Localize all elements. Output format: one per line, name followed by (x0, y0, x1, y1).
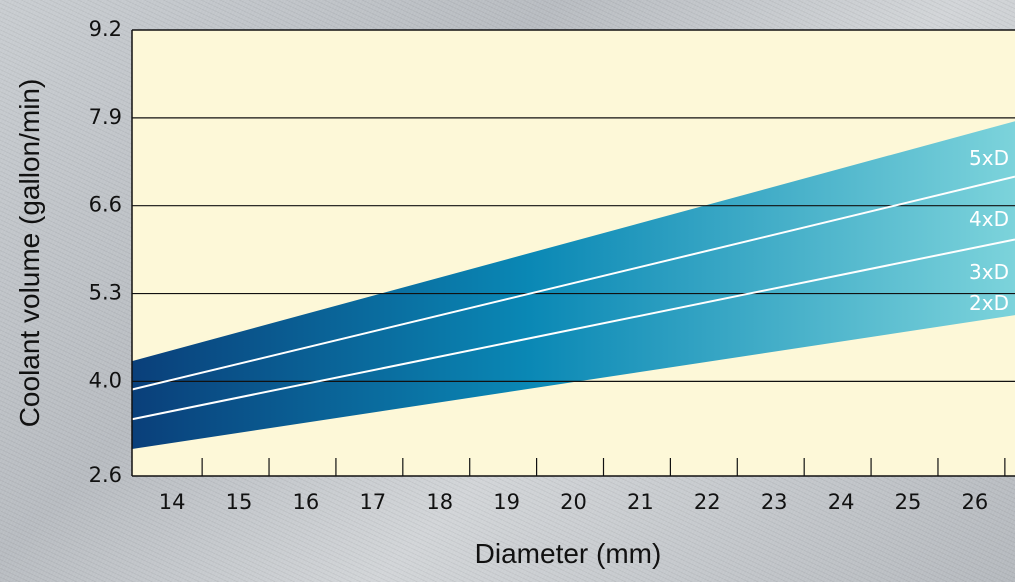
y-tick-label: 4.0 (89, 368, 122, 392)
y-axis-title: Coolant volume (gallon/min) (14, 79, 45, 428)
y-tick-label: 2.6 (89, 463, 122, 487)
x-tick-label: 14 (159, 490, 186, 514)
series-line (131, 175, 1015, 391)
x-tick-label: 15 (226, 490, 253, 514)
x-axis-title: Diameter (mm) (475, 538, 662, 569)
series-label: 2xD (969, 291, 1009, 315)
series-line (131, 238, 1015, 421)
x-tick-label: 22 (694, 490, 721, 514)
y-tick-label: 9.2 (89, 17, 122, 41)
series-label: 3xD (969, 260, 1009, 284)
x-tick-label: 16 (293, 490, 320, 514)
y-tick-label: 7.9 (89, 105, 122, 129)
x-tick-label: 19 (493, 490, 520, 514)
x-tick-label: 26 (961, 490, 988, 514)
coolant-band (132, 121, 1015, 449)
x-tick-label: 25 (895, 490, 922, 514)
x-tick-label: 17 (359, 490, 386, 514)
series-label: 4xD (969, 207, 1009, 231)
y-tick-label: 6.6 (89, 193, 122, 217)
x-tick-label: 18 (426, 490, 453, 514)
x-tick-label: 23 (761, 490, 788, 514)
x-tick-label: 24 (828, 490, 855, 514)
series-label: 5xD (969, 146, 1009, 170)
y-tick-label: 5.3 (89, 281, 122, 305)
x-tick-label: 21 (627, 490, 654, 514)
x-tick-label: 20 (560, 490, 587, 514)
